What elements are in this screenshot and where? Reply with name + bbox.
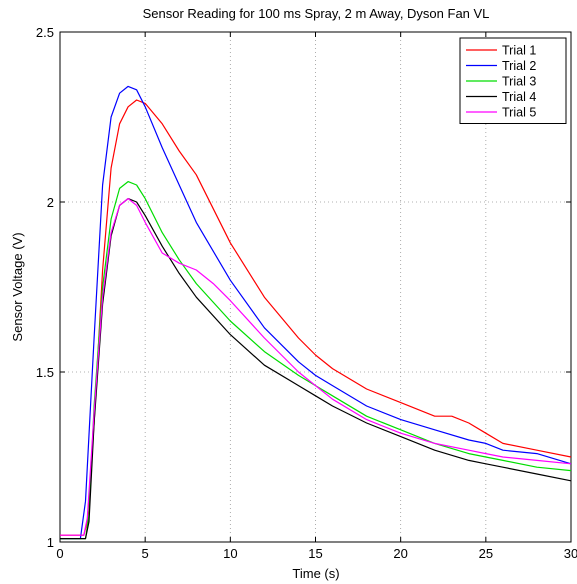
legend-entry-label: Trial 1 bbox=[502, 44, 536, 58]
y-tick-label: 1 bbox=[47, 535, 54, 550]
x-axis-label: Time (s) bbox=[292, 566, 339, 581]
y-axis-label: Sensor Voltage (V) bbox=[10, 232, 25, 341]
x-tick-label: 10 bbox=[223, 546, 237, 561]
series-line-trial-3 bbox=[60, 181, 572, 540]
x-tick-label: 5 bbox=[142, 546, 149, 561]
series-line-trial-2 bbox=[60, 85, 572, 540]
legend-entry-label: Trial 4 bbox=[502, 90, 536, 104]
x-tick-label: 30 bbox=[564, 546, 577, 561]
y-tick-label: 2 bbox=[47, 195, 54, 210]
y-tick-label: 1.5 bbox=[36, 365, 54, 380]
legend-entry-label: Trial 3 bbox=[502, 75, 536, 89]
chart-title: Sensor Reading for 100 ms Spray, 2 m Awa… bbox=[143, 6, 490, 21]
legend-entry-label: Trial 5 bbox=[502, 106, 536, 120]
x-tick-label: 20 bbox=[393, 546, 407, 561]
x-tick-label: 0 bbox=[56, 546, 63, 561]
series-line-trial-1 bbox=[60, 99, 572, 536]
y-tick-label: 2.5 bbox=[36, 25, 54, 40]
series-line-trial-5 bbox=[60, 198, 572, 536]
series-line-trial-4 bbox=[60, 198, 572, 540]
series-lines bbox=[60, 85, 572, 540]
x-tick-label: 25 bbox=[479, 546, 493, 561]
legend-entry-label: Trial 2 bbox=[502, 59, 536, 73]
x-tick-label: 15 bbox=[308, 546, 322, 561]
axis-ticks: 0 5 10 15 20 25 30 1 1.5 2 2.5 bbox=[36, 25, 577, 561]
